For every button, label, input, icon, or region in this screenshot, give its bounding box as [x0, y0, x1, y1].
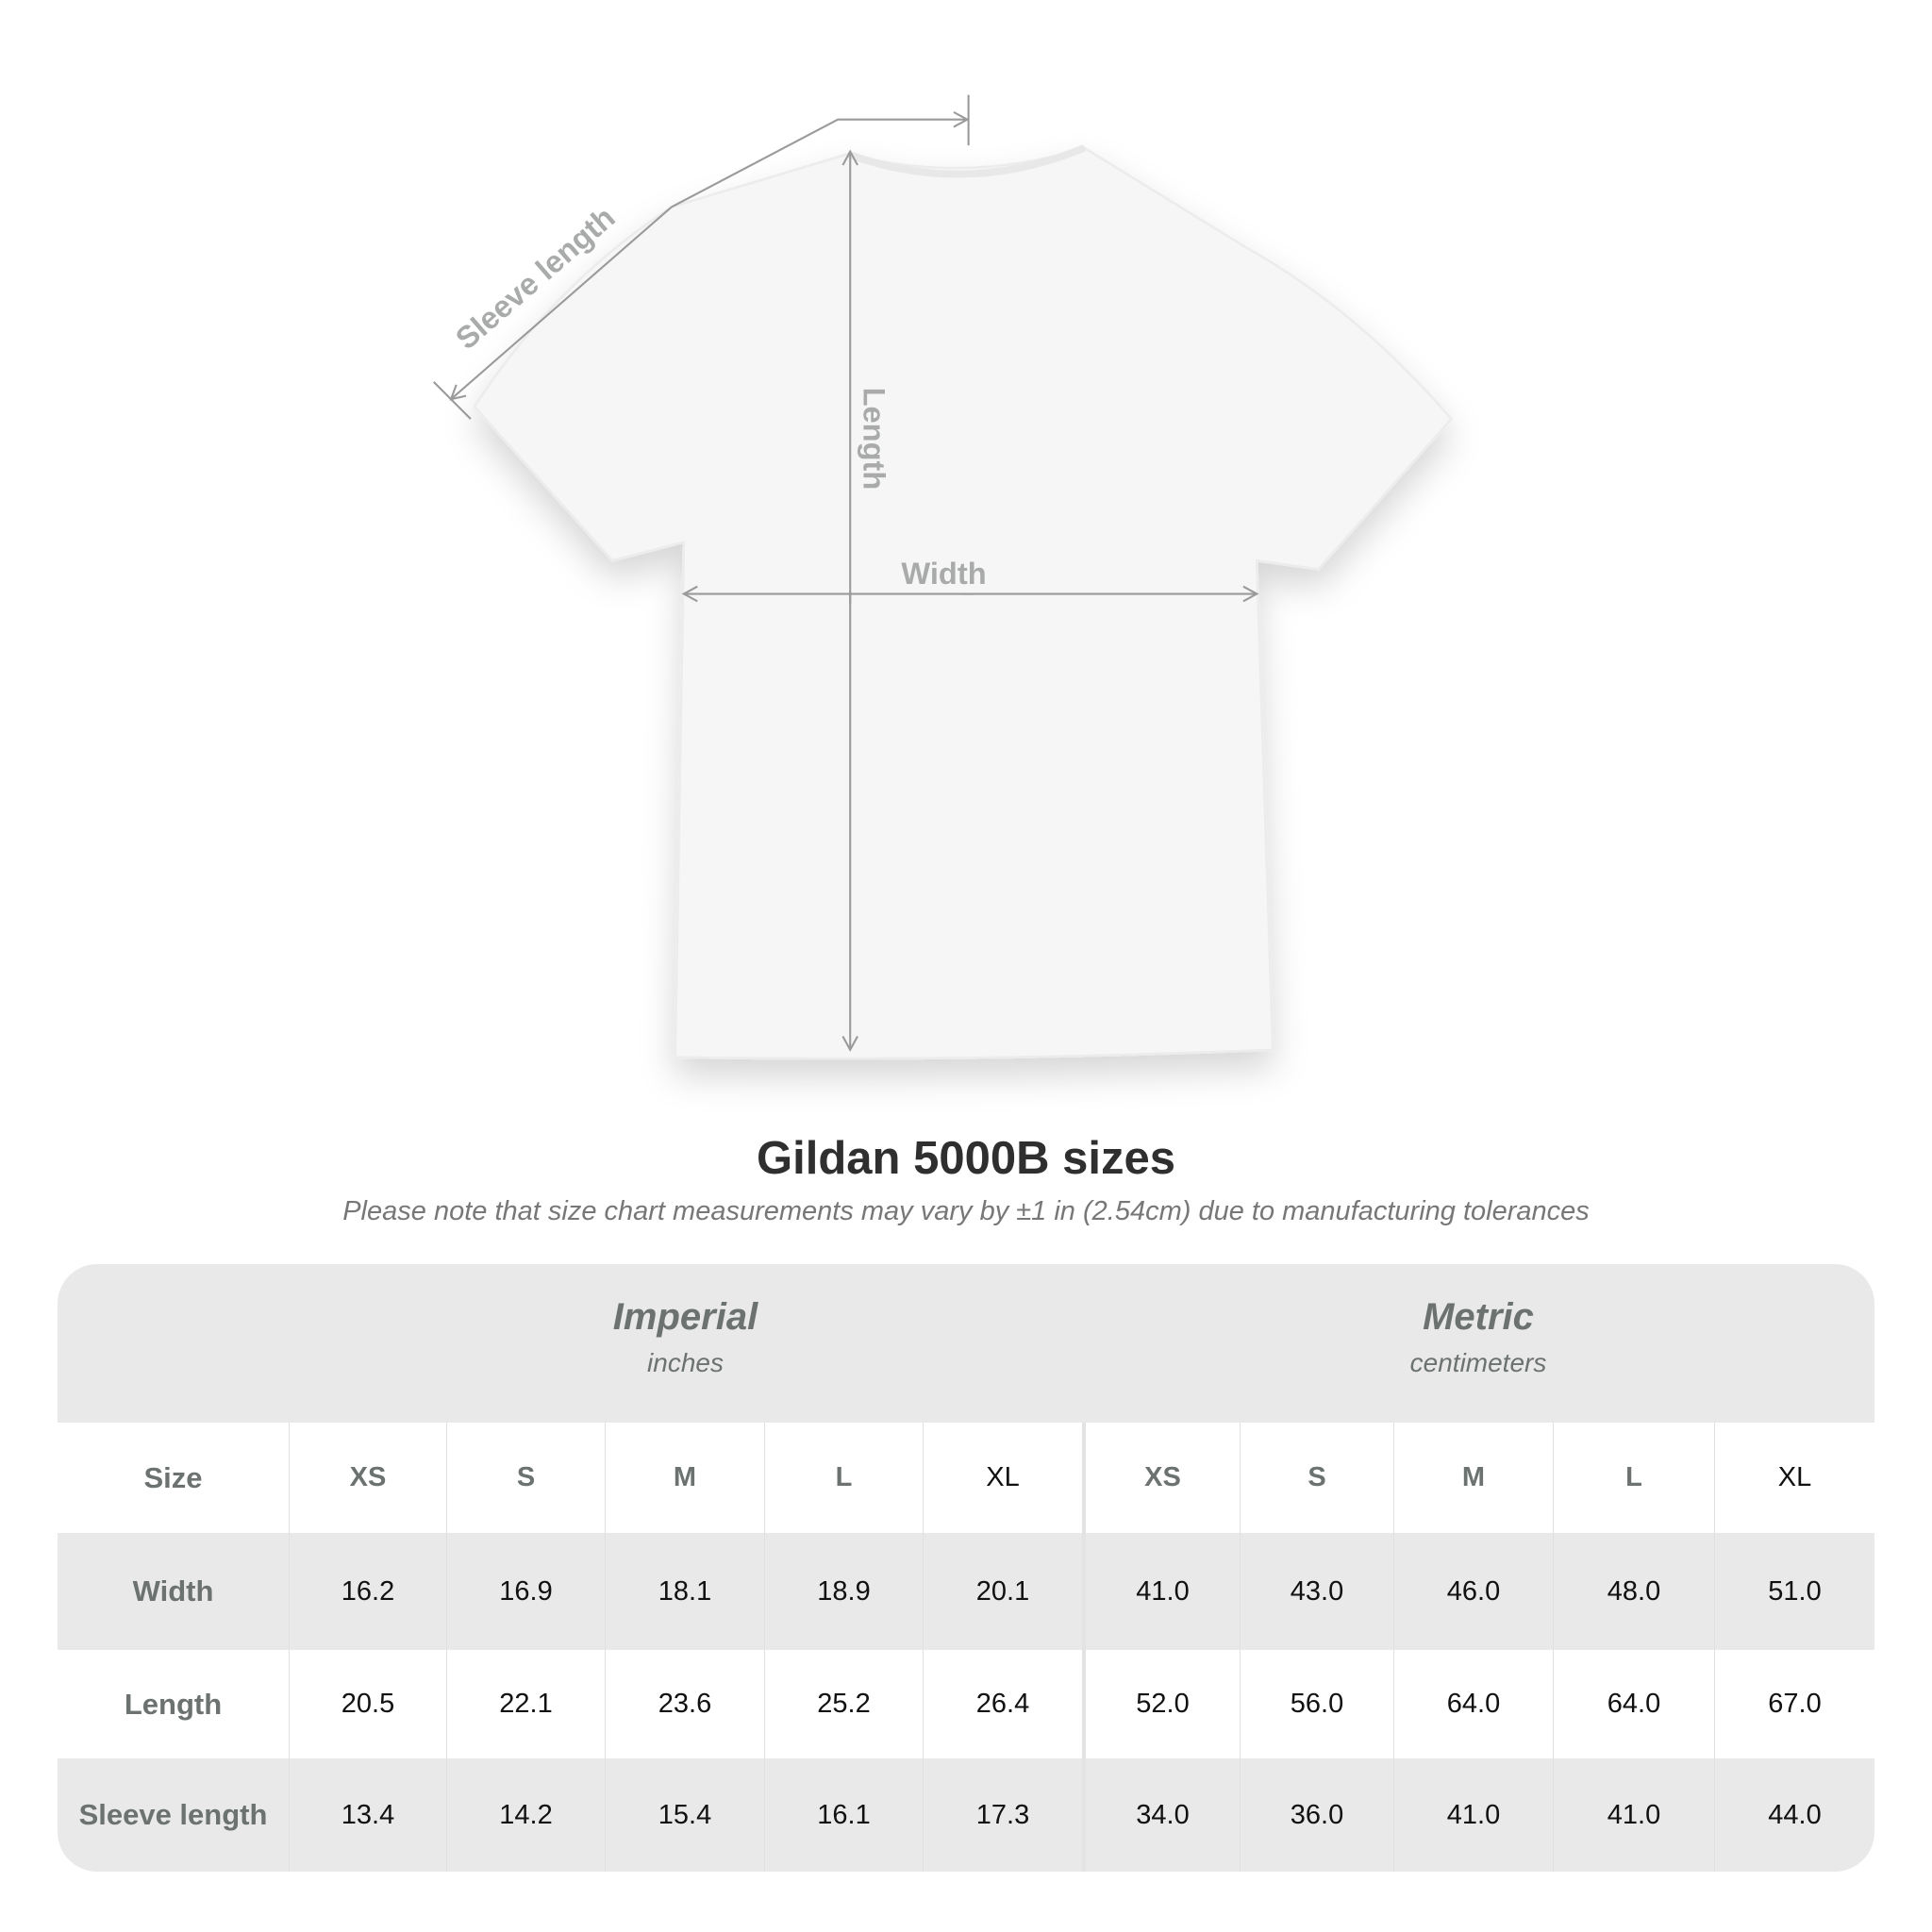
metric-value-cell: 64.0 [1393, 1650, 1553, 1758]
metric-value-cell: 34.0 [1082, 1758, 1240, 1872]
tshirt-shape [473, 146, 1454, 1060]
size-header-label: Size [143, 1460, 203, 1494]
metric-value-cell: 51.0 [1714, 1533, 1874, 1650]
metric-value-cell: 36.0 [1240, 1758, 1393, 1872]
imperial-unit: inches [647, 1348, 724, 1377]
size-chart-table: Imperial inches Metric centimeters Size X… [58, 1264, 1874, 1872]
imperial-size-xs: XS [289, 1423, 446, 1533]
imperial-value-cell: 23.6 [605, 1650, 764, 1758]
metric-value-cell: 44.0 [1714, 1758, 1874, 1872]
imperial-value-cell: 25.2 [764, 1650, 923, 1758]
imperial-group-header: Imperial inches [289, 1264, 1082, 1423]
imperial-value-cell: 16.1 [764, 1758, 923, 1872]
imperial-value-cell: 16.9 [446, 1533, 605, 1650]
metric-value-cell: 43.0 [1240, 1533, 1393, 1650]
metric-value-cell: 46.0 [1393, 1533, 1553, 1650]
metric-value-cell: 41.0 [1553, 1758, 1714, 1872]
imperial-value-cell: 15.4 [605, 1758, 764, 1872]
imperial-value-cell: 18.9 [764, 1533, 923, 1650]
row-label: Sleeve length [78, 1798, 268, 1831]
metric-value-cell: 56.0 [1240, 1650, 1393, 1758]
row-label: Width [132, 1574, 214, 1607]
tshirt-size-diagram: Sleeve length Length Width [433, 94, 1454, 1060]
width-label: Width [901, 556, 986, 591]
metric-value-cell: 52.0 [1082, 1650, 1240, 1758]
metric-size-xl: XL [1714, 1423, 1874, 1533]
imperial-value-cell: 22.1 [446, 1650, 605, 1758]
table-row: Sleeve length 13.4 14.2 15.4 16.1 17.3 34.0 36.… [58, 1758, 1874, 1872]
metric-title: Metric [1423, 1296, 1534, 1338]
metric-group-header: Metric centimeters [1082, 1264, 1874, 1423]
imperial-value-cell: 18.1 [605, 1533, 764, 1650]
imperial-title: Imperial [612, 1296, 758, 1338]
metric-value-cell: 41.0 [1082, 1533, 1240, 1650]
table-row: Width 16.2 16.9 18.1 18.9 20.1 41.0 43.0 46.0 48.… [58, 1533, 1874, 1650]
imperial-value-cell: 14.2 [446, 1758, 605, 1872]
metric-value-cell: 41.0 [1393, 1758, 1553, 1872]
metric-value-cell: 67.0 [1714, 1650, 1874, 1758]
metric-value-cell: 48.0 [1553, 1533, 1714, 1650]
imperial-value-cell: 16.2 [289, 1533, 446, 1650]
sleeve-length-dimension [433, 94, 970, 420]
metric-size-m: M [1393, 1423, 1553, 1533]
metric-size-l: L [1553, 1423, 1714, 1533]
length-label: Length [858, 388, 892, 491]
imperial-value-cell: 17.3 [923, 1758, 1082, 1872]
imperial-size-l: L [764, 1423, 923, 1533]
imperial-size-xl: XL [923, 1423, 1082, 1533]
tolerance-note: Please note that size chart measurements… [342, 1196, 1590, 1226]
metric-value-cell: 64.0 [1553, 1650, 1714, 1758]
metric-size-xs: XS [1082, 1423, 1240, 1533]
table-row: Length 20.5 22.1 23.6 25.2 26.4 52.0 56.0 64.0 64… [58, 1650, 1874, 1758]
imperial-size-m: M [605, 1423, 764, 1533]
imperial-value-cell: 26.4 [923, 1650, 1082, 1758]
imperial-size-s: S [446, 1423, 605, 1533]
metric-size-s: S [1240, 1423, 1393, 1533]
imperial-value-cell: 13.4 [289, 1758, 446, 1872]
imperial-value-cell: 20.5 [289, 1650, 446, 1758]
metric-unit: centimeters [1409, 1348, 1547, 1377]
page-title: Gildan 5000B sizes [757, 1133, 1175, 1184]
row-label: Length [124, 1687, 223, 1721]
size-header-row: Size XS S M L XL XS S M L XL [58, 1423, 1874, 1533]
imperial-value-cell: 20.1 [923, 1533, 1082, 1650]
